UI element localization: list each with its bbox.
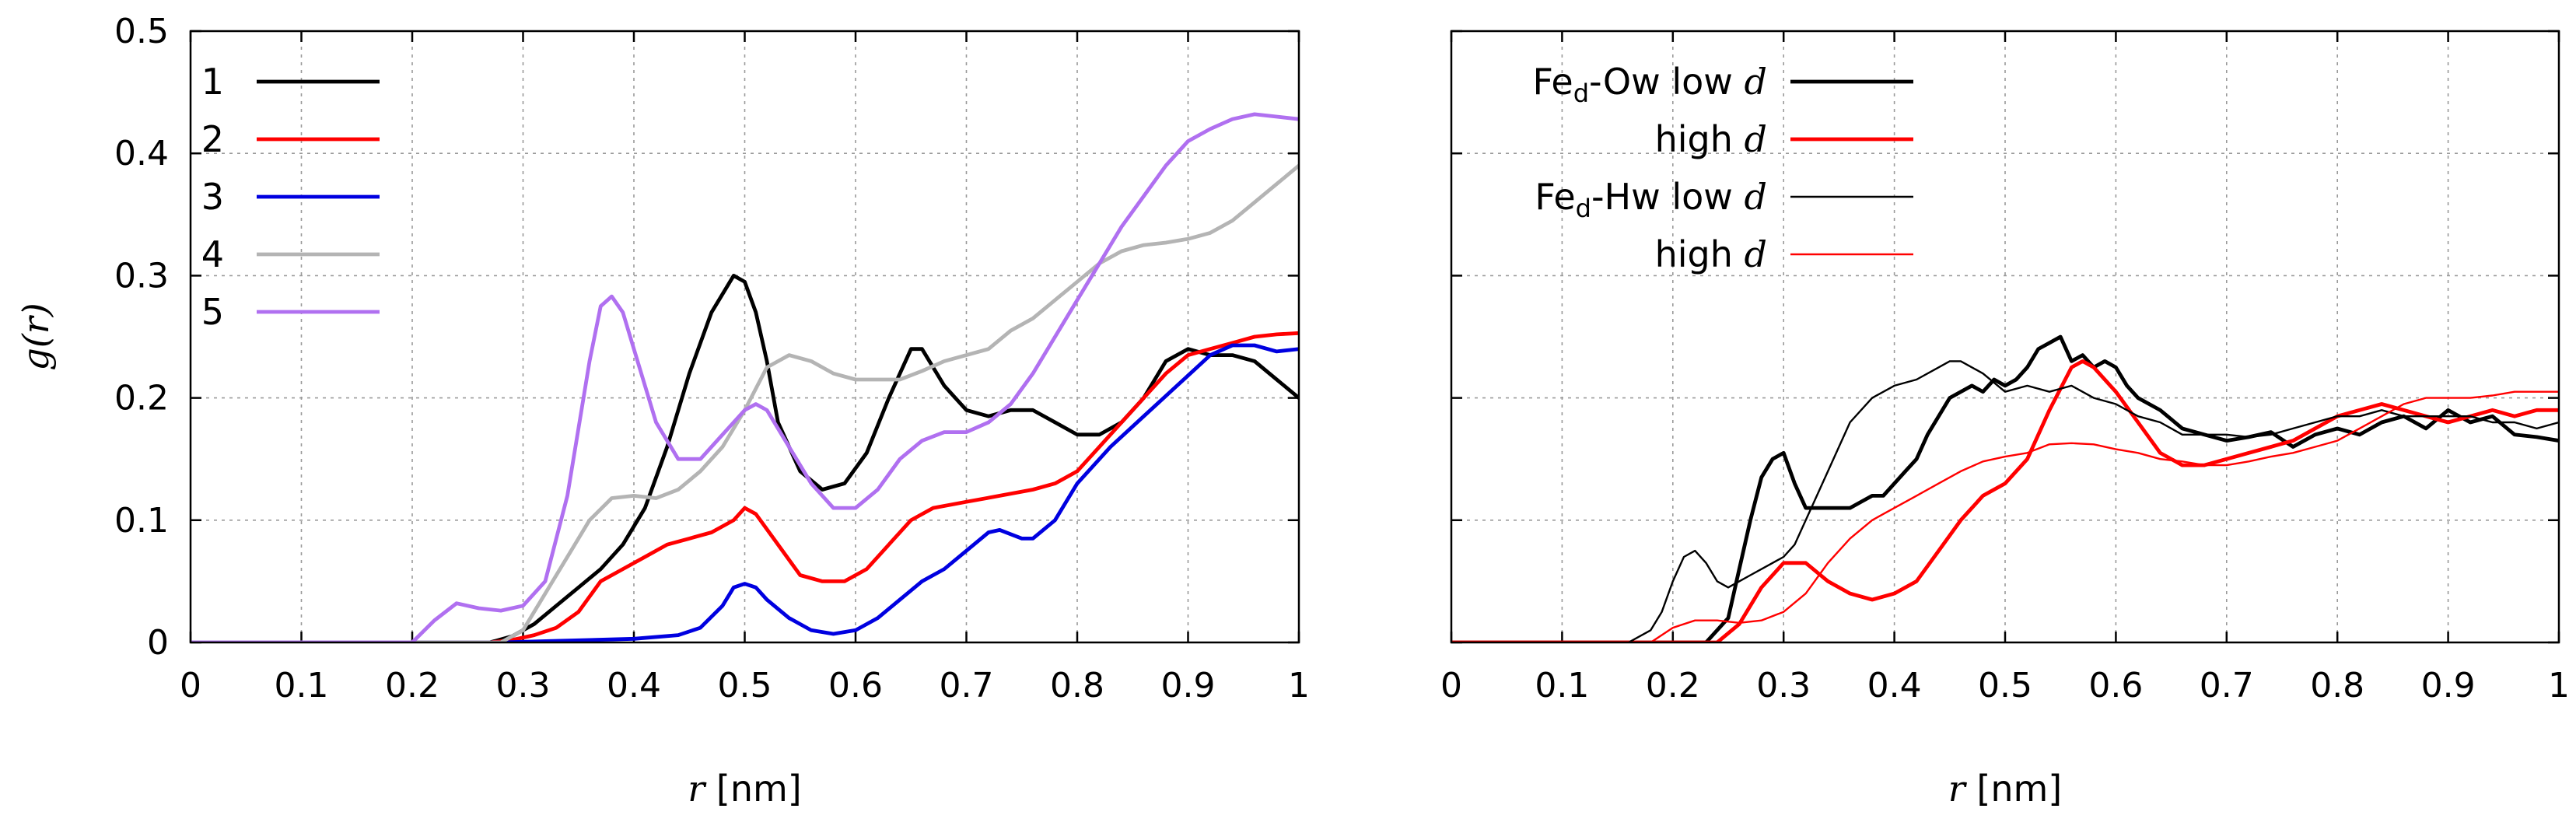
legend-label: 5 [201, 291, 224, 333]
legend-label: Fed-Hw low d [1535, 176, 1767, 223]
legend: 1 2 3 4 5 [201, 61, 380, 333]
series-line-2-1 [1451, 334, 2559, 642]
x-tick-label: 0.1 [1535, 666, 1589, 705]
x-tick-label: 0.5 [1978, 666, 2032, 705]
legend-label: 3 [201, 176, 224, 218]
x-tick-label: 0.4 [607, 666, 661, 705]
plot-frame [1450, 30, 2560, 644]
right-panel: 0 0.1 0.2 0.3 0.4 0.5 0.6 0.7 0.8 0.9 1 r [nm] Fed-O… [1440, 30, 2570, 810]
x-tick-label: 0.6 [828, 666, 883, 705]
x-tick-label: 0.4 [1867, 666, 1922, 705]
x-tick-label: 0 [180, 666, 201, 705]
series-line-1-1 [191, 273, 1299, 642]
x-tick-label: 0.2 [385, 666, 439, 705]
legend-label: high d [1655, 233, 1767, 275]
x-tick-label: 0.3 [1756, 666, 1811, 705]
y-tick-label: 0 [147, 623, 169, 663]
legend-label: 2 [201, 118, 224, 160]
x-tick-label: 0.2 [1646, 666, 1700, 705]
legend-label: 4 [201, 233, 224, 275]
left-panel: 0 0.1 0.2 0.3 0.4 0.5 0.6 0.7 0.8 0.9 1 0 0.1 0.2 0.3 0… [15, 12, 1310, 810]
x-tick-label: 0.7 [2200, 666, 2254, 705]
x-tick-label: 0.5 [718, 666, 772, 705]
x-tick-label: 1 [1288, 666, 1310, 705]
legend: Fed-Ow low d high d Fed-Hw low d high d [1532, 61, 1913, 275]
x-tick-label: 0.8 [1050, 666, 1104, 705]
series-group [1451, 334, 2559, 642]
y-tick-label: 0.5 [114, 12, 169, 51]
y-axis-label: g(r) [15, 303, 57, 370]
y-tick-label: 0.2 [114, 379, 169, 418]
series-line-2-3 [1451, 360, 2559, 642]
y-tick-label: 0.4 [114, 134, 169, 173]
series-group [191, 112, 1299, 642]
x-axis-label: r [nm] [1948, 768, 2062, 810]
x-tick-label: 0.8 [2310, 666, 2364, 705]
series-line-1-2 [191, 331, 1299, 642]
plot-frame [189, 30, 1300, 644]
series-line-1-3 [191, 343, 1299, 642]
x-tick-label: 0.3 [496, 666, 551, 705]
legend-label: 1 [201, 61, 224, 103]
series-line-1-5 [191, 112, 1299, 642]
x-tick-label: 0 [1440, 666, 1462, 705]
y-tick-label: 0.3 [114, 256, 169, 296]
x-tick-label: 1 [2548, 666, 2570, 705]
x-tick-label: 0.9 [1161, 666, 1216, 705]
legend-label: Fed-Ow low d [1532, 61, 1767, 108]
x-tick-label: 0.1 [275, 666, 329, 705]
x-axis-label: r [nm] [688, 768, 801, 810]
series-line-2-2 [1451, 359, 2559, 642]
x-tick-label: 0.6 [2088, 666, 2143, 705]
x-tick-label: 0.7 [940, 666, 994, 705]
legend-label: high d [1655, 118, 1767, 160]
x-tick-label: 0.9 [2421, 666, 2476, 705]
series-line-1-4 [191, 163, 1299, 642]
series-line-2-4 [1451, 390, 2559, 642]
y-tick-label: 0.1 [114, 501, 169, 541]
